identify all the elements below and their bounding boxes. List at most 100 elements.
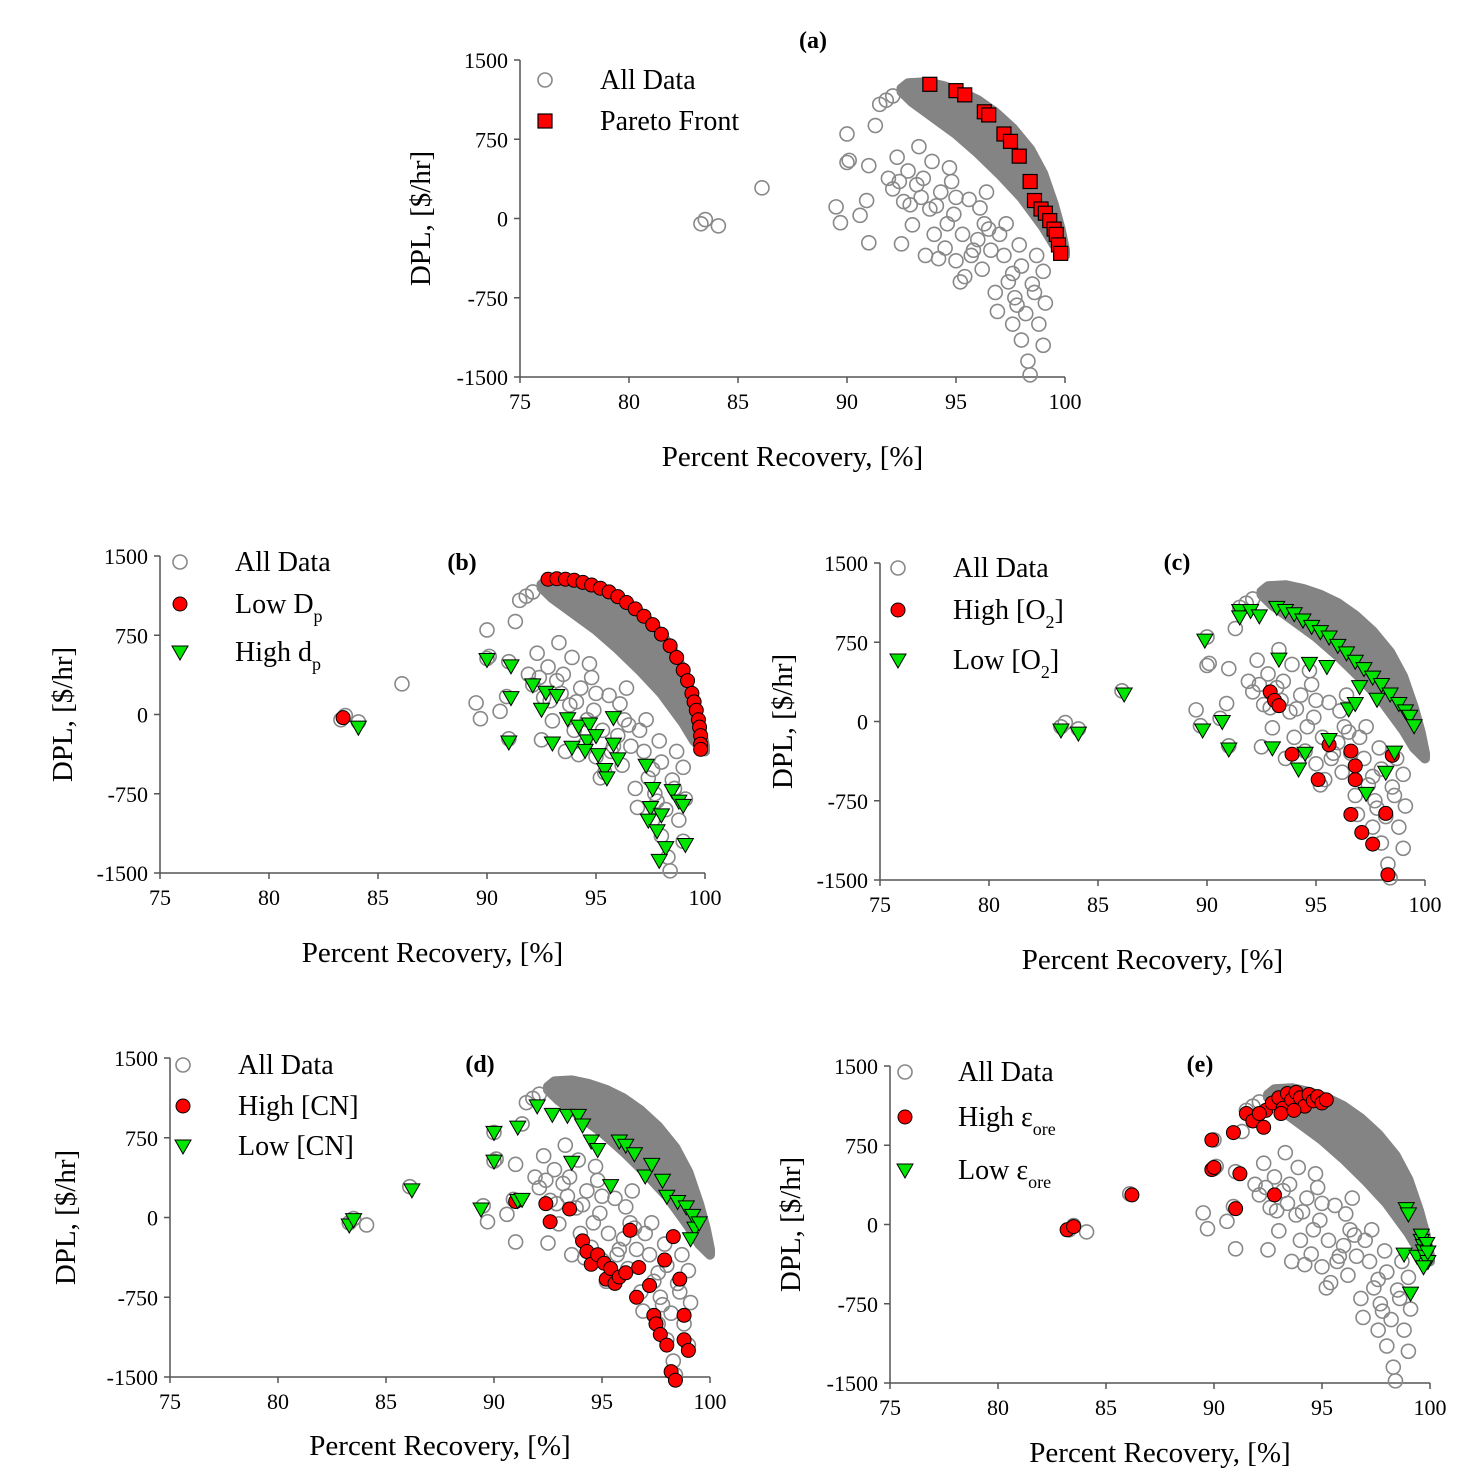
all-data-point [627,780,644,797]
all-data-point [1017,305,1034,322]
y-tick-label: 1500 [824,551,868,576]
green-triangle-point [1414,1260,1433,1276]
all-data-point [1372,1295,1389,1312]
green-triangle-point [1213,715,1232,731]
x-tick-label: 85 [367,885,389,910]
all-data-point [617,1199,634,1215]
x-tick-label: 85 [375,1389,397,1414]
x-axis-label: Percent Recovery, [%] [1022,944,1283,976]
all-data-point [479,622,495,638]
all-data-point [624,1183,641,1199]
all-data-point [499,1206,515,1223]
all-data-point [1305,1221,1322,1238]
all-data-point [1299,718,1316,735]
legend-label: All Data [235,547,331,578]
green-triangle-point [485,1125,503,1142]
green-triangle-point [1195,633,1214,650]
all-data-point [656,1236,673,1252]
all-data-point [531,669,548,686]
all-data-point [643,1215,660,1231]
green-triangle-point [478,653,496,669]
all-data-point [1013,258,1030,274]
red-circle-point [1347,758,1363,774]
all-data-point [1384,779,1401,795]
green-triangle-point [674,798,693,815]
green-triangle-point [1250,609,1269,625]
legend-text: High d [235,637,312,668]
all-data-point [682,1294,699,1311]
red-circle-point [1066,1219,1082,1235]
all-data-point [917,247,934,264]
all-data-point [671,1284,688,1300]
all-data-point [976,215,993,232]
all-data-point [697,211,714,228]
green-triangle-point [636,1169,655,1186]
green-triangle-point [1193,723,1212,739]
all-data-point [1367,792,1383,809]
all-data-point [675,759,692,776]
all-data-point [1338,687,1355,703]
all-data-point [609,1246,625,1263]
all-data-point [653,754,670,770]
x-tick-label: 95 [1311,1395,1333,1420]
x-tick-label: 85 [1087,892,1109,917]
red-circle-point [562,1201,578,1217]
y-axis-label: DPL, [$/hr] [50,1150,82,1285]
y-axis-label: DPL, [$/hr] [47,647,79,782]
all-data-point [1251,676,1268,693]
green-triangle-point [643,781,662,798]
all-data-point [1348,1248,1365,1264]
all-data-point [612,696,628,712]
all-data-point [671,812,687,828]
all-data-point [1395,840,1411,857]
all-data-point [1371,740,1388,756]
green-triangle-point [573,1118,592,1134]
all-data-point [832,214,849,231]
all-data-point [1329,1253,1345,1270]
all-data-point [594,1188,610,1205]
all-data-point [1221,660,1237,677]
green-triangle-point [1115,687,1134,704]
legend-text: All Data [958,1057,1054,1088]
all-data-point [1355,1309,1371,1326]
all-data-point [551,634,567,651]
y-tick-label: 0 [137,703,148,728]
red-circle-point [1378,805,1394,821]
green-triangle-point [499,735,518,751]
all-data-point [492,703,508,720]
y-tick-label: 0 [857,710,868,735]
red-circle-point [335,710,351,726]
all-data-point [1020,353,1036,369]
y-tick-label: 750 [845,1133,878,1158]
all-data-point [939,215,956,232]
red-circle-point [1266,1187,1282,1203]
red-square-point [957,87,973,103]
y-tick-label: 750 [835,630,868,655]
red-circle-point [659,1337,675,1353]
all-data-point [1386,787,1403,804]
legend-text: Low [O [953,645,1041,676]
y-tick-label: -1500 [817,868,868,893]
all-data-point [636,743,652,760]
green-triangle-point [1289,762,1308,779]
red-circle-point [667,1372,683,1388]
green-triangle-point [639,813,658,830]
y-tick-label: 0 [497,207,508,232]
red-circle-point [631,1259,647,1275]
red-circle-point [672,1271,688,1287]
all-data-point [891,173,908,190]
all-data-point [1318,1280,1335,1296]
x-tick-label: 80 [618,389,640,414]
legend-suffix: ] [1050,645,1059,676]
all-data-point [527,1169,543,1185]
all-data-point [1323,750,1340,767]
green-triangle-point [472,1202,490,1218]
legend-marker-open-circle [175,1057,191,1073]
all-data-point [1387,1373,1404,1389]
all-data-point [1227,1241,1244,1257]
green-triangle-point [543,736,562,753]
green-triangle-point [1401,1286,1420,1303]
all-data-point [1219,1213,1235,1230]
all-data-point [893,236,910,252]
all-data-dense-band [543,1075,715,1260]
